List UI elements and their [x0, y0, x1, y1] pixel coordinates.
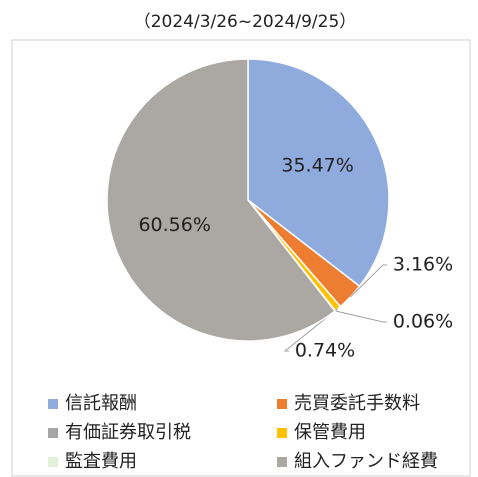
value-label: 3.16% [393, 254, 453, 276]
legend-swatch [48, 399, 58, 409]
legend-swatch [277, 399, 287, 409]
legend-swatch [48, 428, 58, 438]
leader-line [334, 310, 387, 323]
chart-frame [11, 39, 471, 477]
pie-slice [247, 58, 390, 288]
legend-label: 売買委託手数料 [294, 393, 420, 414]
legend-swatch [277, 457, 287, 467]
legend-label: 監査費用 [65, 451, 137, 472]
legend-label: 信託報酬 [65, 393, 137, 414]
legend-swatch [277, 428, 287, 438]
value-label: 60.56% [138, 214, 210, 236]
legend-label: 保管費用 [294, 422, 366, 443]
value-label: 0.74% [295, 340, 355, 362]
value-label: 35.47% [281, 154, 353, 176]
legend-label: 有価証券取引税 [65, 422, 191, 443]
leader-line [350, 264, 387, 298]
chart-title: （2024/3/26~2024/9/25） [134, 12, 357, 32]
leader-line [283, 308, 339, 352]
pie-slice [106, 58, 336, 342]
value-label: 0.06% [393, 311, 453, 333]
legend-label: 組入ファンド経費 [294, 451, 438, 472]
legend-swatch [48, 457, 58, 467]
